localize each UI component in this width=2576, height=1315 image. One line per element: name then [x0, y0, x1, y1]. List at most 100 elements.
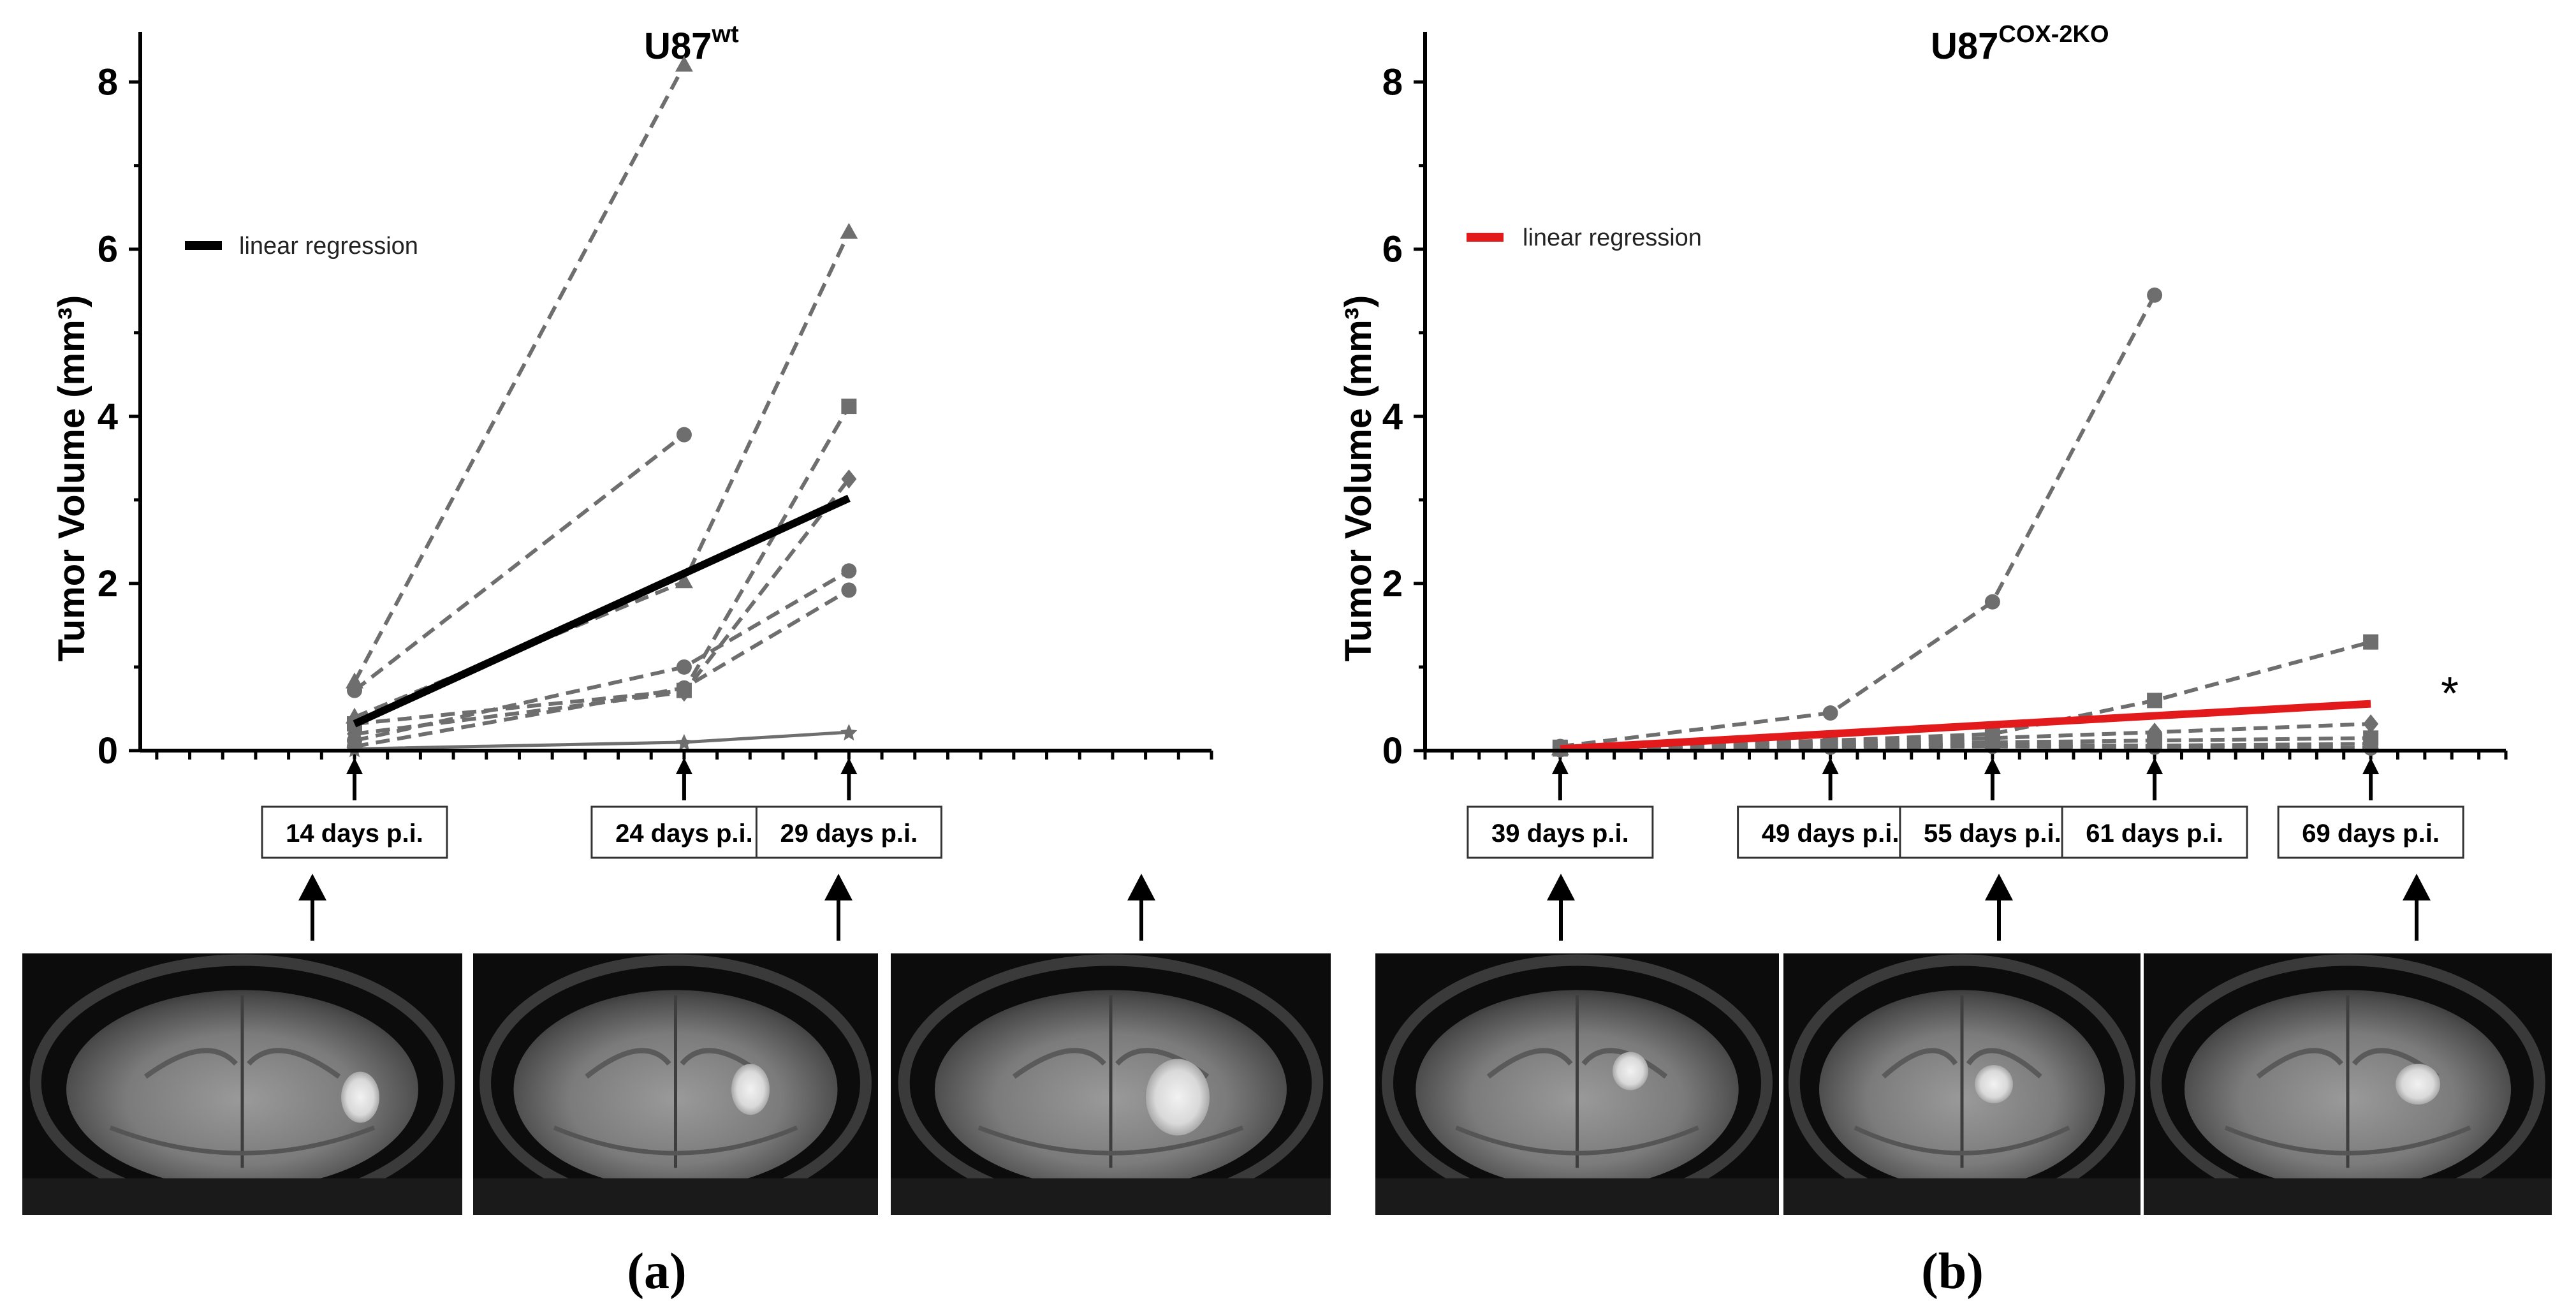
- mri-image-6: MRI 69 days p.i.: [2144, 953, 2552, 1215]
- chart-b-legend-label: linear regression: [1523, 224, 1702, 251]
- chart-a-title: U87wt: [644, 21, 739, 67]
- chart-b-timepoint-box: [2061, 805, 2248, 859]
- chart-a-point: [676, 659, 692, 675]
- chart-b-y-axis-title: Tumor Volume (mm³): [1338, 295, 1379, 662]
- chart-b-timepoint-box: [1899, 805, 2086, 859]
- chart-a-timepoints: 14 days p.i. 24 days p.i. 29 days p.i.: [261, 758, 942, 859]
- mri-arrow-head: [298, 874, 326, 900]
- chart-a-y-axis-title: Tumor Volume (mm³): [51, 295, 92, 662]
- chart-a-timepoint-label: 14 days p.i.: [286, 819, 423, 848]
- panel-b-label: (b): [1921, 1244, 1984, 1300]
- chart-b-point: [1822, 705, 1838, 721]
- mri-image-5: MRI 55 days p.i.: [1783, 953, 2141, 1215]
- chart-a-timepoint-arrowhead: [840, 758, 858, 774]
- chart-a-point: [840, 724, 858, 741]
- chart-b-y-tick-label: 4: [1382, 396, 1403, 437]
- mri-image-2: MRI 24 days p.i.: [473, 953, 878, 1215]
- chart-b-series-line-6: [1560, 744, 2371, 752]
- chart-a-y-tick-label: 0: [98, 730, 118, 772]
- chart-b-regression: [1560, 700, 2371, 753]
- chart-a-y-tick-label: 4: [98, 396, 118, 437]
- chart-a-point: [675, 572, 693, 589]
- chart-b-legend: linear regression: [1467, 224, 1702, 251]
- chart-a-point: [676, 680, 692, 696]
- chart-a-point: [841, 399, 857, 415]
- chart-b-timepoint-box: [2277, 805, 2464, 859]
- chart-b-timepoint-label: 39 days p.i.: [1491, 819, 1629, 848]
- chart-a-legend-label: linear regression: [239, 233, 418, 260]
- chart-a-axes: [138, 32, 1211, 753]
- chart-b-series: [1551, 287, 2380, 758]
- chart-b-timepoint-arrowhead: [1822, 758, 1839, 774]
- chart-a-timepoint-box: [590, 805, 778, 859]
- mri-image-1: MRI 14 days p.i.: [22, 953, 462, 1215]
- chart-b-point: [2363, 714, 2379, 734]
- chart-a-ticks: 0 2 4 6 8: [98, 62, 1213, 772]
- mri-arrow-head: [1127, 874, 1155, 900]
- chart-a-point: [676, 427, 692, 443]
- chart-a-timepoint-arrowhead: [346, 758, 363, 774]
- chart-a-series-line-1: [353, 64, 686, 683]
- chart-b-y-tick-label: 2: [1382, 563, 1403, 605]
- chart-b-series-line-2: [1560, 640, 2371, 749]
- chart-b-timepoint-label: 69 days p.i.: [2302, 819, 2440, 848]
- mri-image-4: MRI 39 days p.i.: [1375, 953, 1779, 1215]
- panel-a-chart: U87wt Tumor Volume (mm³) 0 2 4 6 8 linear re…: [51, 21, 1213, 859]
- chart-a-timepoint-label: 29 days p.i.: [780, 819, 918, 848]
- chart-b-title: U87COX-2KO: [1931, 21, 2109, 67]
- chart-b-axes: [1423, 32, 2506, 753]
- mri-arrow-head: [824, 874, 853, 900]
- chart-b-timepoint-label: 49 days p.i.: [1762, 819, 1899, 848]
- chart-a-regression-line: [353, 494, 851, 728]
- chart-b-point: [2147, 693, 2163, 709]
- chart-b-timepoint-label: 61 days p.i.: [2086, 819, 2223, 848]
- mri-image-3: MRI 29 days p.i.: [891, 953, 1331, 1215]
- chart-b-y-tick-label: 6: [1382, 229, 1403, 270]
- chart-a-series-line-3: [353, 231, 851, 719]
- chart-a-point: [841, 469, 857, 489]
- chart-a-series: [346, 55, 858, 758]
- chart-b-timepoints: 39 days p.i. 49 days p.i. 55 days p.i. 61 d…: [1467, 758, 2464, 859]
- chart-b-ticks: 0 2 4 6 8: [1382, 62, 2508, 772]
- chart-b-series-line-1: [1560, 294, 2156, 749]
- chart-b-timepoint-box: [1467, 805, 1654, 859]
- chart-b-timepoint-arrowhead: [1551, 758, 1569, 774]
- mri-images: MRI 14 days p.i.MRI 24 days p.i.MRI 29 d…: [22, 874, 2552, 1215]
- chart-a-series-line-2: [353, 433, 685, 693]
- panel-b-chart: U87COX-2KO Tumor Volume (mm³) 0 2 4 6 8 line…: [1338, 21, 2508, 859]
- panel-a-label: (a): [627, 1244, 686, 1300]
- chart-a-point: [675, 55, 693, 72]
- mri-arrow-head: [1547, 874, 1575, 900]
- chart-a-point: [840, 223, 858, 239]
- chart-b-significance-marker: *: [2441, 668, 2459, 719]
- chart-a-series-line-4: [354, 405, 851, 726]
- chart-b-point: [1822, 739, 1838, 755]
- chart-a-point: [347, 682, 362, 698]
- mri-arrow-head: [2403, 874, 2431, 900]
- chart-a-point: [675, 733, 692, 751]
- chart-a-timepoint-label: 24 days p.i.: [615, 819, 753, 848]
- chart-a-point: [841, 582, 857, 598]
- chart-b-y-tick-label: 0: [1382, 730, 1403, 772]
- chart-a-legend: linear regression: [185, 233, 418, 260]
- chart-a-y-tick-label: 8: [98, 62, 118, 103]
- chart-b-timepoint-arrowhead: [2362, 758, 2380, 774]
- chart-b-timepoint-arrowhead: [2146, 758, 2163, 774]
- chart-a-timepoint-box: [755, 805, 942, 859]
- mri-arrow-head: [1985, 874, 2013, 900]
- chart-b-timepoint-label: 55 days p.i.: [1924, 819, 2061, 848]
- chart-b-point: [2147, 287, 2163, 303]
- chart-b-timepoint-arrowhead: [1984, 758, 2001, 774]
- chart-a-y-tick-label: 6: [98, 229, 118, 270]
- chart-b-point: [2363, 634, 2379, 650]
- chart-a-point: [841, 563, 857, 579]
- chart-a-y-tick-label: 2: [98, 563, 118, 605]
- chart-b-point: [2363, 740, 2379, 756]
- chart-a-timepoint-box: [261, 805, 448, 859]
- chart-a-regression: [353, 494, 851, 728]
- chart-b-y-tick-label: 8: [1382, 62, 1403, 103]
- chart-b-point: [1984, 594, 2000, 610]
- chart-a-series-line-5: [354, 478, 851, 736]
- chart-a-timepoint-arrowhead: [675, 758, 692, 774]
